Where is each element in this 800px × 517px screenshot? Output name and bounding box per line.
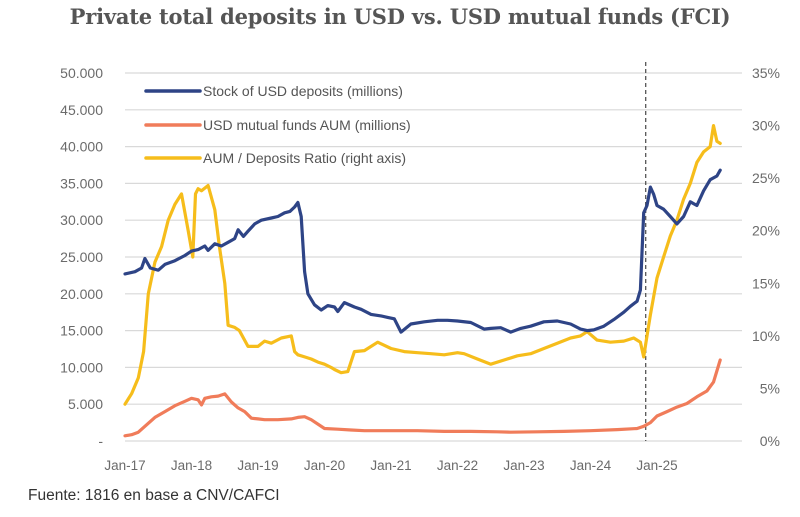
legend: Stock of USD deposits (millions) USD mutu… bbox=[140, 72, 460, 174]
left-tick-label: 25.000 bbox=[60, 249, 103, 265]
chart-title: Private total deposits in USD vs. USD mu… bbox=[69, 4, 731, 29]
right-tick-label: 30% bbox=[752, 118, 780, 134]
left-tick-label: 50.000 bbox=[60, 65, 103, 81]
left-tick-label: 35.000 bbox=[60, 175, 103, 191]
legend-label: AUM / Deposits Ratio (right axis) bbox=[203, 150, 406, 166]
right-tick-label: 0% bbox=[760, 433, 780, 449]
right-tick-label: 15% bbox=[752, 275, 780, 291]
left-tick-label: 10.000 bbox=[60, 359, 103, 375]
right-tick-label: 10% bbox=[752, 328, 780, 344]
legend-label: USD mutual funds AUM (millions) bbox=[203, 117, 411, 133]
left-tick-label: 45.000 bbox=[60, 102, 103, 118]
x-tick-label: Jan-23 bbox=[503, 458, 544, 473]
left-tick-label: 15.000 bbox=[60, 323, 103, 339]
source-note: Fuente: 1816 en base a CNV/CAFCI bbox=[28, 487, 280, 504]
left-tick-label: 30.000 bbox=[60, 212, 103, 228]
x-tick-label: Jan-25 bbox=[636, 458, 677, 473]
x-axis-ticks: Jan-17 Jan-18 Jan-19 Jan-20 Jan-21 Jan-22 Jan-… bbox=[104, 458, 677, 473]
right-tick-label: 25% bbox=[752, 170, 780, 186]
left-tick-label: 20.000 bbox=[60, 286, 103, 302]
left-axis-ticks: - 5.000 10.000 15.000 20.000 25.000 30.000 35.0… bbox=[60, 65, 103, 449]
x-tick-label: Jan-22 bbox=[437, 458, 478, 473]
x-tick-label: Jan-24 bbox=[570, 458, 612, 473]
aum-line bbox=[123, 358, 722, 438]
left-tick-label: 40.000 bbox=[60, 139, 103, 155]
right-tick-label: 35% bbox=[752, 65, 780, 81]
x-tick-label: Jan-19 bbox=[237, 458, 278, 473]
left-tick-label: 5.000 bbox=[68, 396, 103, 412]
x-tick-label: Jan-18 bbox=[171, 458, 212, 473]
right-tick-label: 5% bbox=[760, 380, 780, 396]
series-layer bbox=[123, 123, 722, 438]
legend-label: Stock of USD deposits (millions) bbox=[203, 83, 403, 99]
right-tick-label: 20% bbox=[752, 223, 780, 239]
x-tick-label: Jan-21 bbox=[370, 458, 411, 473]
right-axis-ticks: 0% 5% 10% 15% 20% 25% 30% 35% bbox=[752, 65, 780, 449]
deposits-line bbox=[123, 168, 722, 334]
x-tick-label: Jan-17 bbox=[104, 458, 145, 473]
left-tick-label: - bbox=[98, 433, 103, 449]
ratio-line bbox=[123, 123, 722, 406]
x-tick-label: Jan-20 bbox=[304, 458, 345, 473]
